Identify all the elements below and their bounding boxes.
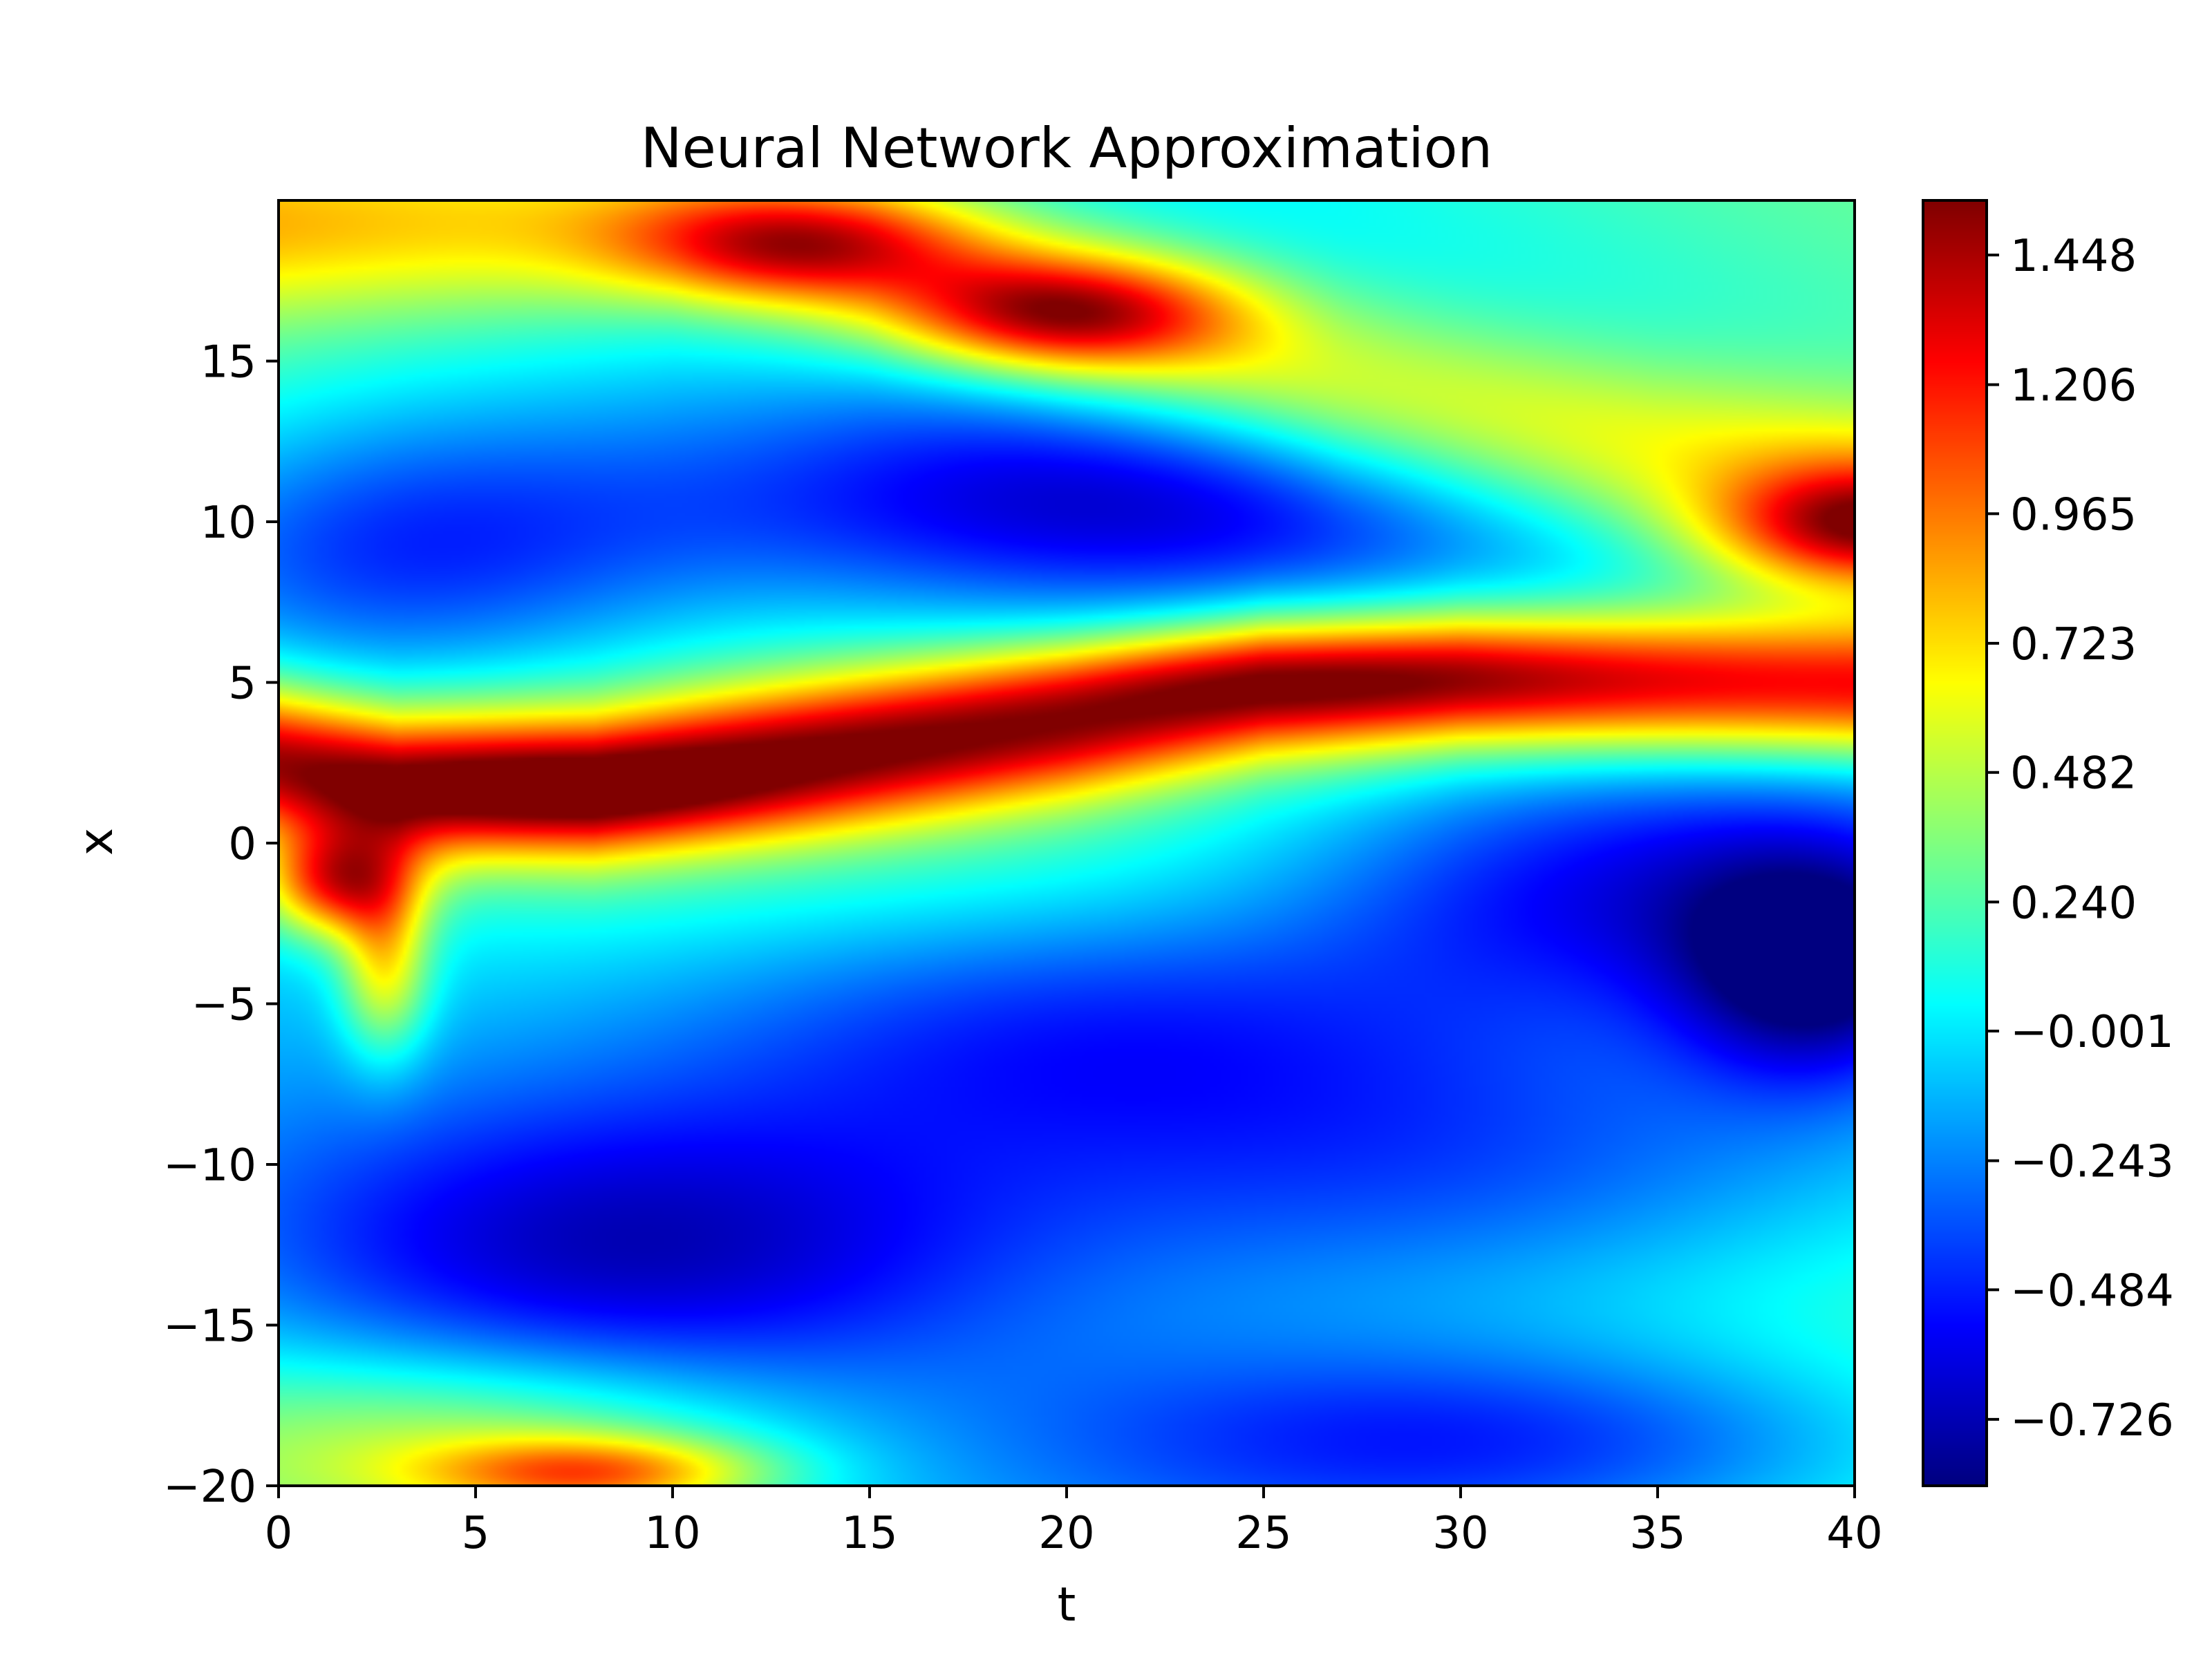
x-tick-label: 40 (1826, 1508, 1882, 1559)
y-tick-label: −20 (163, 1462, 256, 1513)
colorbar-tick-label: −0.726 (2010, 1395, 2174, 1446)
colorbar-tick-label: 0.723 (2010, 619, 2137, 670)
y-tick-label: −15 (163, 1301, 256, 1352)
y-tick-label: 0 (228, 819, 256, 870)
heatmap-field (279, 200, 1855, 1486)
x-tick-label: 35 (1629, 1508, 1685, 1559)
y-tick-label: −10 (163, 1140, 256, 1191)
colorbar-wrapper (1923, 200, 1987, 1486)
y-axis-ticks: −20 −15 −10 −5 0 5 10 15 (163, 337, 279, 1513)
colorbar-tick-label: 1.448 (2010, 231, 2137, 282)
colorbar-tick-label: −0.001 (2010, 1007, 2174, 1058)
y-tick-label: 5 (228, 659, 256, 710)
y-tick-label: −5 (191, 980, 256, 1031)
colorbar-tick-label: 1.206 (2010, 361, 2137, 412)
x-tick-label: 25 (1235, 1508, 1291, 1559)
y-tick-label: 10 (200, 498, 256, 549)
y-axis-label: x (69, 828, 124, 856)
x-axis-ticks: 0 5 10 15 20 25 30 35 40 (265, 1486, 1883, 1559)
y-tick-label: 15 (200, 337, 256, 388)
colorbar-tick-label: −0.484 (2010, 1265, 2174, 1316)
x-tick-label: 15 (841, 1508, 897, 1559)
x-tick-label: 10 (644, 1508, 700, 1559)
colorbar-frame (1922, 199, 1988, 1487)
x-tick-label: 20 (1038, 1508, 1094, 1559)
colorbar-ticks: −0.726 −0.484 −0.243 −0.001 0.240 0.482 0.723 0… (1987, 231, 2174, 1446)
colorbar-tick-label: 0.965 (2010, 489, 2137, 540)
x-tick-label: 30 (1432, 1508, 1488, 1559)
heatmap-image-wrapper (279, 200, 1855, 1486)
colorbar-tick-label: 0.482 (2010, 748, 2137, 800)
x-axis-label: t (1058, 1578, 1076, 1632)
x-tick-label: 5 (462, 1508, 490, 1559)
colorbar-tick-label: 0.240 (2010, 878, 2137, 929)
colorbar-gradient (1923, 200, 1987, 1486)
colorbar-tick-label: −0.243 (2010, 1137, 2174, 1188)
x-tick-label: 0 (265, 1508, 293, 1559)
chart-title: Neural Network Approximation (641, 116, 1492, 180)
